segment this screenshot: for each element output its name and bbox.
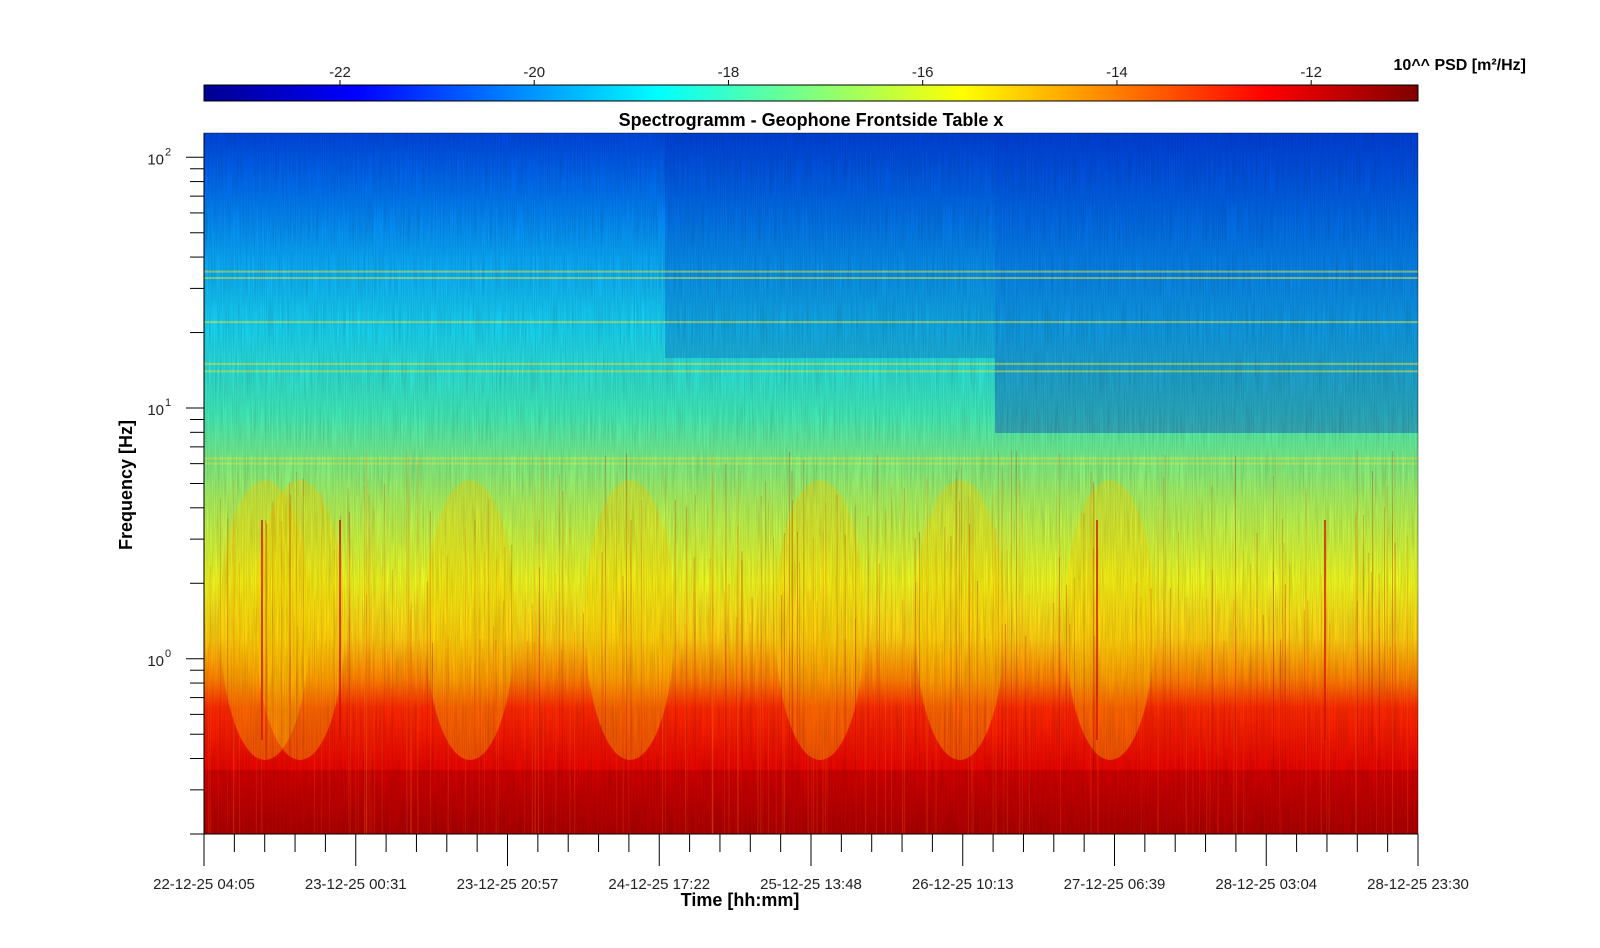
x-axis-label: Time [hh:mm]: [681, 890, 800, 910]
y-tick-exponent: 1: [165, 397, 171, 409]
y-axis-label: Frequency [Hz]: [116, 420, 136, 550]
chart-title: Spectrogramm - Geophone Frontside Table …: [619, 110, 1004, 130]
colorbar-label: 10^^ PSD [m²/Hz]: [1394, 57, 1526, 74]
y-tick-label: 10: [147, 151, 164, 168]
x-tick-label: 23-12-25 00:31: [305, 876, 407, 893]
y-tick-exponent: 0: [165, 648, 171, 660]
colorbar-tick-label: -20: [523, 64, 545, 81]
y-tick-label: 10: [147, 653, 164, 670]
colorbar-tick-label: -12: [1300, 64, 1322, 81]
x-tick-label: 27-12-25 06:39: [1064, 876, 1166, 893]
x-axis: 22-12-25 04:05 23-12-25 00:31 23-12-25 20:…: [153, 833, 1469, 893]
x-tick-label: 28-12-25 03:04: [1215, 876, 1317, 893]
x-tick-label: 24-12-25 17:22: [608, 876, 710, 893]
x-tick-label: 22-12-25 04:05: [153, 876, 255, 893]
spectrogram-plot-area: [204, 133, 1418, 834]
x-tick-label: 26-12-25 10:13: [912, 876, 1014, 893]
colorbar-gradient: [203, 84, 1419, 102]
y-tick-exponent: 2: [165, 146, 171, 158]
y-tick-label: 10: [147, 402, 164, 419]
colorbar-tick-label: -16: [912, 64, 934, 81]
colorbar-tick-label: -22: [329, 64, 351, 81]
colorbar: -22 -20 -18 -16 -14 -12 10^^ PSD [m²/Hz]: [203, 57, 1526, 102]
x-tick-label: 28-12-25 23:30: [1367, 876, 1469, 893]
colorbar-tick-label: -14: [1106, 64, 1128, 81]
colorbar-tick-label: -18: [718, 64, 740, 81]
spectrogram-grain: [204, 133, 1418, 834]
x-tick-label: 23-12-25 20:57: [457, 876, 559, 893]
x-tick-label: 25-12-25 13:48: [760, 876, 862, 893]
